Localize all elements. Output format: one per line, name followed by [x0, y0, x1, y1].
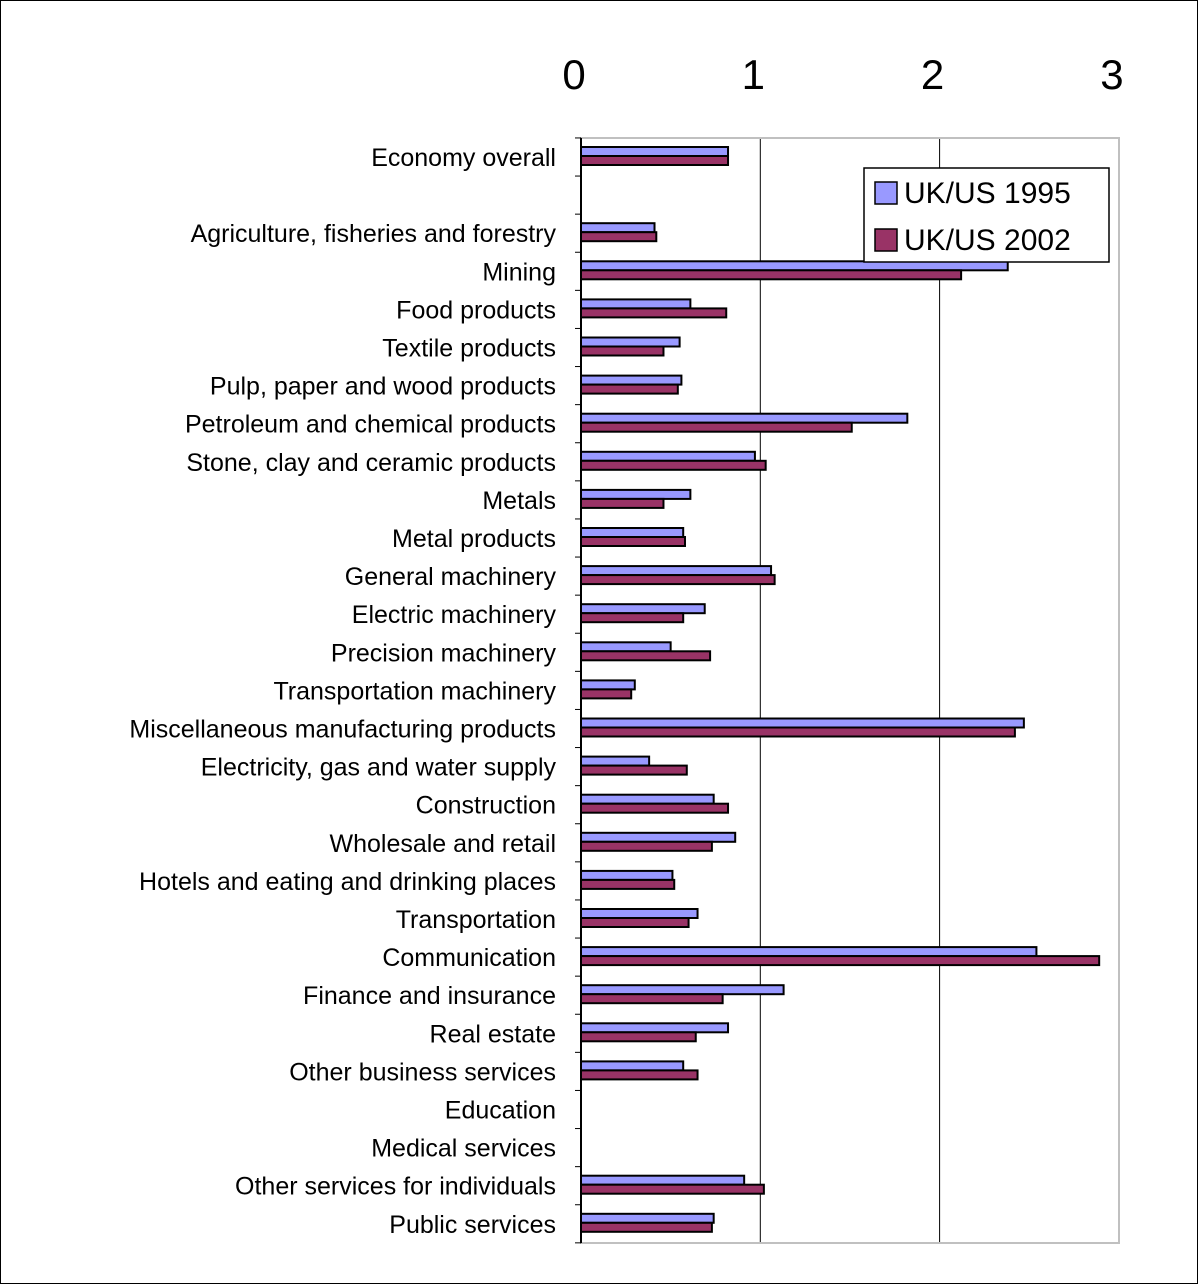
bar-2002	[580, 802, 730, 814]
bar-2002	[580, 536, 686, 547]
bar-1995	[580, 146, 730, 157]
bar-1995	[580, 412, 909, 424]
bar-2002	[580, 688, 633, 700]
category-label: Metal products	[392, 525, 556, 553]
bar-2002	[580, 155, 730, 166]
bar-1995	[580, 488, 692, 500]
bar-1995	[580, 298, 692, 310]
bar-1995	[580, 984, 785, 996]
bar-1995	[580, 717, 1025, 729]
legend-label-1995: UK/US 1995	[904, 177, 1071, 210]
bar-1995	[580, 793, 715, 805]
category-label: Agriculture, fisheries and forestry	[191, 220, 557, 248]
category-label: Miscellaneous manufacturing products	[129, 716, 556, 744]
gridlines	[759, 138, 1120, 1243]
category-label: Metals	[482, 487, 556, 515]
bar-2002	[580, 421, 853, 433]
bar-1995	[580, 1022, 730, 1034]
bar-2002	[580, 345, 665, 357]
bar-2002	[580, 1031, 697, 1043]
bar-2002	[580, 1183, 765, 1195]
bar-2002	[580, 878, 676, 890]
bar-1995	[580, 603, 706, 615]
bar-1995	[580, 1060, 685, 1072]
bar-1995	[580, 565, 773, 577]
legend-swatch-2002	[874, 228, 898, 252]
bar-1995	[580, 679, 636, 691]
bar-1995	[580, 1212, 715, 1224]
bar-2002	[580, 1069, 699, 1081]
category-label: Other services for individuals	[235, 1173, 556, 1201]
category-labels: Economy overall Agriculture, fisheries an…	[129, 144, 556, 1239]
bar-1995	[580, 222, 656, 234]
bar-2002	[580, 459, 767, 471]
category-label: Food products	[396, 296, 556, 324]
bar-2002	[580, 840, 713, 852]
bar-2002	[580, 993, 724, 1005]
bar-1995	[580, 831, 737, 843]
bar-1995	[580, 374, 683, 386]
bar-1995	[580, 869, 674, 881]
bar-2002	[580, 383, 679, 395]
category-label: Stone, clay and ceramic products	[186, 449, 556, 477]
bar-1995	[580, 946, 1038, 958]
category-label: Transportation machinery	[273, 677, 556, 705]
category-label: Transportation	[396, 906, 556, 934]
bars	[580, 146, 1101, 1233]
bar-2002	[580, 307, 728, 319]
category-label: Finance and insurance	[303, 982, 556, 1010]
category-label: Education	[445, 1097, 556, 1125]
bar-2002	[580, 917, 690, 928]
bar-2002	[580, 726, 1016, 738]
bar-2002	[580, 231, 658, 243]
category-label: Communication	[382, 944, 556, 972]
category-label: Medical services	[371, 1135, 556, 1163]
bar-2002	[580, 955, 1101, 967]
bar-1995	[580, 1174, 746, 1186]
category-label: Pulp, paper and wood products	[210, 373, 556, 401]
bar-1995	[580, 755, 651, 767]
bar-2002	[580, 764, 688, 776]
category-label: Textile products	[382, 335, 556, 363]
legend-swatch-1995	[874, 181, 898, 205]
x-tick-label: 1	[742, 51, 765, 98]
bar-1995	[580, 527, 685, 538]
bar-1995	[580, 908, 699, 919]
category-label: General machinery	[345, 563, 557, 591]
legend: UK/US 1995 UK/US 2002	[863, 167, 1110, 263]
bar-1995	[580, 336, 681, 348]
category-label: Public services	[389, 1211, 556, 1239]
category-label: Real estate	[430, 1020, 556, 1048]
legend-box	[863, 167, 1110, 263]
bar-2002	[580, 269, 963, 281]
x-tick-label: 3	[1100, 51, 1123, 98]
category-label: Economy overall	[371, 144, 556, 172]
category-label: Other business services	[289, 1058, 556, 1086]
bar-2002	[580, 612, 685, 624]
category-label: Electric machinery	[352, 601, 557, 629]
category-label: Hotels and eating and drinking places	[139, 868, 556, 896]
bar-2002	[580, 574, 776, 586]
x-tick-label: 0	[562, 51, 585, 98]
x-axis-tick-labels: 0 1 2 3	[562, 51, 1123, 98]
bar-2002	[580, 497, 665, 509]
category-label: Wholesale and retail	[329, 830, 556, 858]
bar-2002	[580, 650, 712, 662]
x-tick-label: 2	[921, 51, 944, 98]
category-label: Precision machinery	[331, 639, 557, 667]
bar-1995	[580, 450, 756, 462]
category-label: Petroleum and chemical products	[185, 411, 556, 439]
bar-1995	[580, 641, 672, 653]
category-label: Construction	[416, 792, 556, 820]
category-label: Electricity, gas and water supply	[201, 754, 557, 782]
legend-label-2002: UK/US 2002	[904, 224, 1071, 257]
category-label: Mining	[482, 258, 556, 286]
bar-2002	[580, 1221, 713, 1233]
